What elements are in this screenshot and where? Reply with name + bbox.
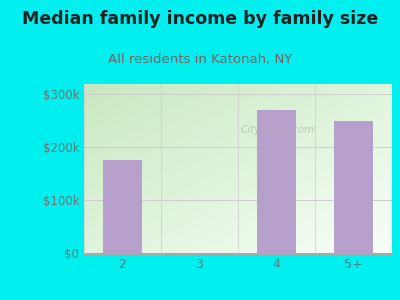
Text: City-Data.com: City-Data.com: [241, 125, 315, 135]
Text: Median family income by family size: Median family income by family size: [22, 11, 378, 28]
Bar: [103, 160, 142, 254]
Text: All residents in Katonah, NY: All residents in Katonah, NY: [108, 52, 292, 65]
Bar: [334, 121, 373, 254]
Bar: [257, 110, 296, 254]
